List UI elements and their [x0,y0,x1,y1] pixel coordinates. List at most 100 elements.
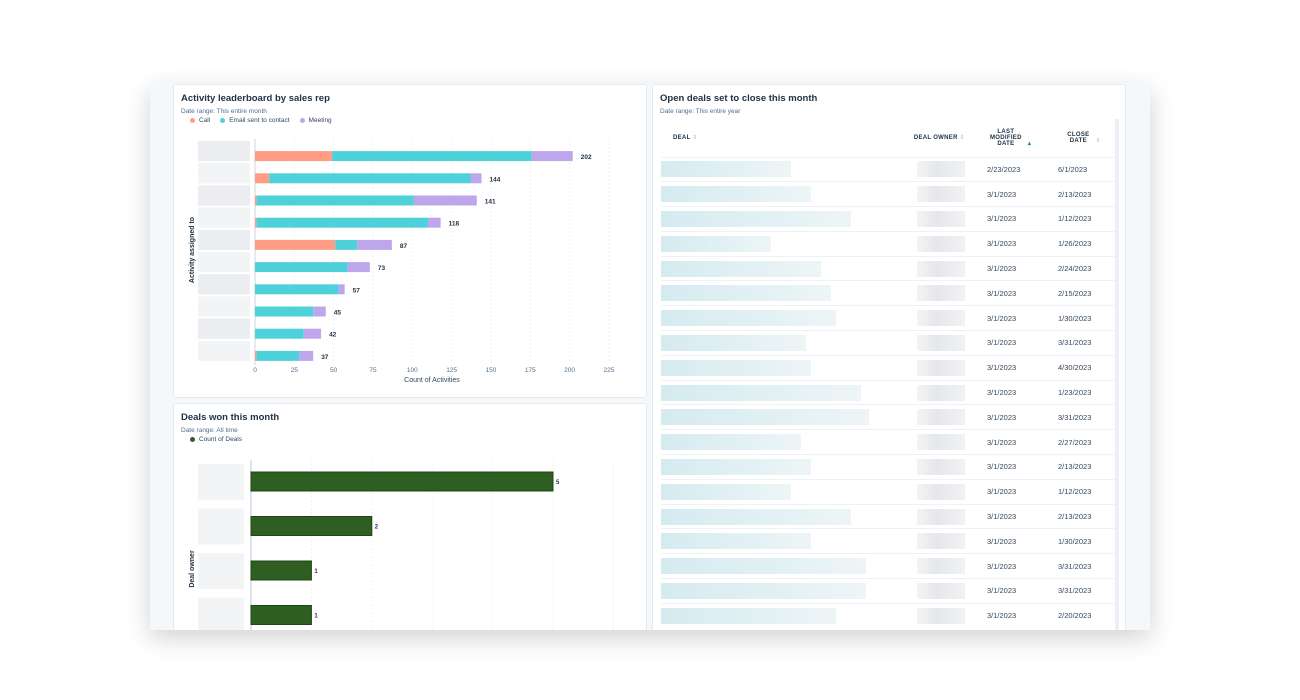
bar-segment-email-sent-to-contact[interactable] [255,284,339,295]
deal-count-bar[interactable] [250,471,554,492]
deal-cell[interactable] [661,602,901,629]
bar-segment-call[interactable] [255,173,270,184]
redacted-deal-name [661,359,811,376]
bar-segment-meeting[interactable] [338,284,345,295]
bar-segment-call[interactable] [255,151,333,162]
bar-segment-meeting[interactable] [357,239,392,250]
table-row[interactable]: 3/1/2023 3/31/2023 [661,553,1118,579]
deal-count-bar[interactable] [250,516,373,536]
deal-cell[interactable] [661,503,901,529]
deal-cell[interactable] [661,454,901,480]
deal-cell[interactable] [661,354,901,381]
bar-segment-meeting[interactable] [313,306,326,317]
redacted-owner [917,334,965,351]
legend-dot-icon [190,436,195,442]
redacted-owner [917,607,965,624]
deal-count-bar[interactable] [250,605,312,625]
redacted-rep-name [198,340,250,361]
deal-cell[interactable] [661,280,901,306]
column-header-close-date[interactable]: CLOSE DATE ⇕ [1067,131,1101,144]
deals-won-card: Deals won this month Date range: All tim… [173,403,647,630]
table-row[interactable]: 3/1/2023 4/30/2023 [661,354,1118,381]
bar-segment-call[interactable] [255,195,257,206]
deal-cell[interactable] [661,404,901,430]
bar-segment-call[interactable] [255,239,336,250]
table-row[interactable]: 3/1/2023 2/20/2023 [661,602,1118,629]
bar-segment-meeting[interactable] [303,328,322,339]
legend-item[interactable]: Email sent to contact [220,117,290,124]
table-row[interactable]: 3/1/2023 2/15/2023 [661,280,1118,306]
open-deals-card: Open deals set to close this month Date … [652,84,1126,630]
column-header-last-modified[interactable]: LAST MODIFIED DATE ▴ [989,128,1032,147]
sort-ascending-icon[interactable]: ▴ [1027,140,1032,147]
deal-cell[interactable] [661,553,901,579]
table-row[interactable]: 3/1/2023 1/26/2023 [661,230,1118,257]
bar-segment-meeting[interactable] [470,173,482,184]
bar-segment-email-sent-to-contact[interactable] [256,195,414,206]
sort-arrows-icon[interactable]: ⇕ [1095,137,1101,144]
bar-segment-email-sent-to-contact[interactable] [269,173,471,184]
bar-segment-email-sent-to-contact[interactable] [332,151,532,162]
deal-cell[interactable] [661,181,901,207]
table-row[interactable]: 3/1/2023 2/27/2023 [661,429,1118,455]
bar-segment-meeting[interactable] [413,195,477,206]
table-row[interactable]: 3/1/2023 1/23/2023 [661,379,1118,405]
sort-arrows-icon[interactable]: ⇕ [692,135,698,142]
bar-segment-call[interactable] [255,217,257,228]
table-row[interactable]: 3/1/2023 2/13/2023 [661,503,1118,529]
column-header-deal-owner[interactable]: DEAL OWNER ⇕ [913,135,965,142]
deal-cell[interactable] [661,255,901,281]
table-row[interactable]: 3/1/2023 3/31/2023 [661,330,1118,356]
bar-segment-email-sent-to-contact[interactable] [255,306,314,317]
deal-cell[interactable] [661,528,901,554]
table-row[interactable]: 2/23/2023 6/1/2023 [661,156,1118,182]
x-tick-label: 25 [291,367,299,374]
bar-segment-meeting[interactable] [428,217,441,228]
table-row[interactable]: 3/1/2023 1/12/2023 [661,478,1118,505]
deal-cell[interactable] [661,156,901,182]
bar-segment-meeting[interactable] [531,151,573,162]
redacted-owner [917,533,965,550]
legend-item[interactable]: Count of Deals [190,436,242,443]
table-row[interactable]: 3/1/2023 2/13/2023 [661,454,1118,480]
column-header-deal[interactable]: DEAL ⇕ [673,135,698,142]
deal-cell[interactable] [661,330,901,356]
redacted-rep-name [198,229,250,250]
card-title[interactable]: Activity leaderboard by sales rep [181,93,330,104]
bar-segment-email-sent-to-contact[interactable] [255,328,304,339]
deal-cell[interactable] [661,578,901,604]
redacted-owner [917,310,965,327]
card-title[interactable]: Deals won this month [181,412,280,423]
bar-segment-meeting[interactable] [299,350,314,361]
redacted-deal-name [661,533,811,550]
bar-segment-email-sent-to-contact[interactable] [256,350,300,361]
redacted-rep-name [198,163,250,184]
card-title[interactable]: Open deals set to close this month [660,93,818,104]
deal-cell[interactable] [661,305,901,331]
deal-cell[interactable] [661,206,901,232]
deal-cell[interactable] [661,230,901,257]
bar-total-label: 45 [334,310,342,317]
bar-segment-email-sent-to-contact[interactable] [335,239,358,250]
bar-segment-meeting[interactable] [347,262,370,273]
deal-cell[interactable] [661,429,901,455]
table-row[interactable]: 3/1/2023 2/24/2023 [661,255,1118,281]
table-row[interactable]: 3/1/2023 3/31/2023 [661,404,1118,430]
table-row[interactable]: 3/1/2023 1/12/2023 [661,206,1118,232]
sort-arrows-icon[interactable]: ⇕ [959,135,965,142]
deal-count-bar[interactable] [250,560,312,581]
x-tick-label: 0 [253,367,257,374]
bar-segment-email-sent-to-contact[interactable] [256,217,429,228]
deal-owner-cell [901,354,971,381]
table-scrollbar[interactable] [1115,119,1119,630]
deal-cell[interactable] [661,379,901,405]
legend-item[interactable]: Call [190,117,210,124]
table-row[interactable]: 3/1/2023 1/30/2023 [661,528,1118,554]
deal-cell[interactable] [661,478,901,505]
table-row[interactable]: 3/1/2023 2/13/2023 [661,181,1118,207]
bar-segment-call[interactable] [255,350,257,361]
table-row[interactable]: 3/1/2023 1/30/2023 [661,305,1118,331]
bar-segment-email-sent-to-contact[interactable] [255,262,348,273]
table-row[interactable]: 3/1/2023 3/31/2023 [661,578,1118,604]
legend-item[interactable]: Meeting [299,117,332,124]
